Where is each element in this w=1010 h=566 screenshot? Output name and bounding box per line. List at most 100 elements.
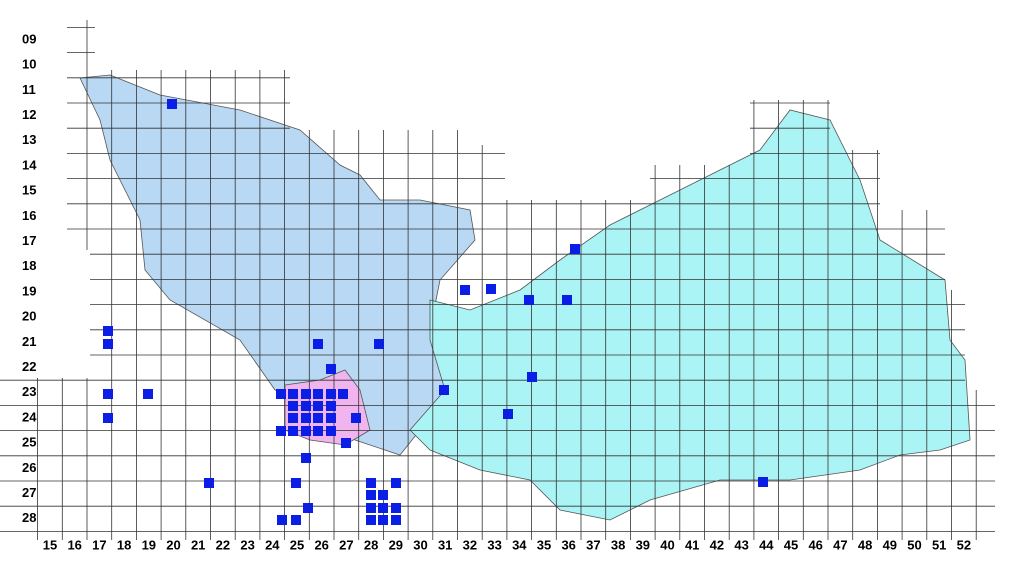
record-square xyxy=(301,453,311,463)
column-label: 31 xyxy=(438,537,452,552)
record-square xyxy=(313,389,323,399)
column-label: 50 xyxy=(907,537,921,552)
record-square xyxy=(366,490,376,500)
column-label: 19 xyxy=(142,537,156,552)
record-square xyxy=(103,413,113,423)
column-label: 27 xyxy=(339,537,353,552)
record-square xyxy=(378,490,388,500)
column-label: 52 xyxy=(957,537,971,552)
record-square xyxy=(326,401,336,411)
record-square xyxy=(277,515,287,525)
record-square xyxy=(374,339,384,349)
column-label: 30 xyxy=(413,537,427,552)
column-label: 38 xyxy=(611,537,625,552)
column-label: 36 xyxy=(561,537,575,552)
column-label: 16 xyxy=(67,537,81,552)
row-label: 17 xyxy=(22,233,36,248)
record-square xyxy=(524,295,534,305)
column-label: 29 xyxy=(389,537,403,552)
record-square xyxy=(351,413,361,423)
row-label: 15 xyxy=(22,183,36,198)
row-label: 12 xyxy=(22,107,36,122)
column-label: 47 xyxy=(833,537,847,552)
record-square xyxy=(313,339,323,349)
record-square xyxy=(366,503,376,513)
row-label: 25 xyxy=(22,435,36,450)
record-square xyxy=(562,295,572,305)
row-label: 13 xyxy=(22,132,36,147)
record-square xyxy=(276,389,286,399)
record-square xyxy=(313,413,323,423)
column-label: 21 xyxy=(191,537,205,552)
column-label: 42 xyxy=(710,537,724,552)
column-label: 35 xyxy=(537,537,551,552)
record-square xyxy=(313,426,323,436)
column-label: 44 xyxy=(759,537,774,552)
column-label: 48 xyxy=(858,537,872,552)
record-square xyxy=(391,478,401,488)
row-label: 09 xyxy=(22,31,36,46)
record-square xyxy=(103,326,113,336)
labels: 09 10 11 12 13 14 15 16 17 18 19 20 21 22 23 24 25 26 27 28… xyxy=(22,31,971,552)
record-square xyxy=(391,503,401,513)
record-square xyxy=(366,515,376,525)
record-square xyxy=(301,426,311,436)
record-square xyxy=(288,413,298,423)
column-label: 43 xyxy=(734,537,748,552)
record-square xyxy=(326,426,336,436)
column-label: 46 xyxy=(808,537,822,552)
column-label: 33 xyxy=(487,537,501,552)
column-label: 25 xyxy=(290,537,304,552)
record-square xyxy=(288,389,298,399)
row-label: 22 xyxy=(22,359,36,374)
row-label: 28 xyxy=(22,510,36,525)
record-square xyxy=(301,389,311,399)
column-label: 15 xyxy=(43,537,57,552)
record-square xyxy=(303,503,313,513)
record-square xyxy=(460,285,470,295)
record-square xyxy=(301,401,311,411)
record-square xyxy=(291,515,301,525)
record-square xyxy=(288,426,298,436)
column-label: 45 xyxy=(784,537,798,552)
record-square xyxy=(326,389,336,399)
record-square xyxy=(301,413,311,423)
row-label: 20 xyxy=(22,309,36,324)
record-square xyxy=(527,372,537,382)
record-square xyxy=(288,401,298,411)
record-square xyxy=(341,438,351,448)
column-label: 34 xyxy=(512,537,527,552)
mecklenburg-vorpommern xyxy=(409,109,971,521)
record-square xyxy=(204,478,214,488)
record-square xyxy=(143,389,153,399)
records xyxy=(103,99,768,525)
row-label: 23 xyxy=(22,384,36,399)
column-label: 18 xyxy=(117,537,131,552)
row-label: 19 xyxy=(22,283,36,298)
column-label: 17 xyxy=(92,537,106,552)
record-square xyxy=(103,389,113,399)
column-label: 39 xyxy=(636,537,650,552)
row-label: 21 xyxy=(22,334,36,349)
row-label: 10 xyxy=(22,57,36,72)
column-label: 32 xyxy=(463,537,477,552)
record-square xyxy=(313,401,323,411)
record-square xyxy=(167,99,177,109)
record-square xyxy=(338,389,348,399)
record-square xyxy=(326,413,336,423)
record-square xyxy=(378,515,388,525)
record-square xyxy=(291,478,301,488)
column-label: 28 xyxy=(364,537,378,552)
row-label: 11 xyxy=(22,82,36,97)
column-label: 37 xyxy=(586,537,600,552)
record-square xyxy=(276,426,286,436)
column-label: 24 xyxy=(265,537,280,552)
column-label: 41 xyxy=(685,537,699,552)
column-label: 51 xyxy=(932,537,946,552)
column-label: 22 xyxy=(216,537,230,552)
record-square xyxy=(378,503,388,513)
record-square xyxy=(758,477,768,487)
record-square xyxy=(366,478,376,488)
row-label: 16 xyxy=(22,208,36,223)
